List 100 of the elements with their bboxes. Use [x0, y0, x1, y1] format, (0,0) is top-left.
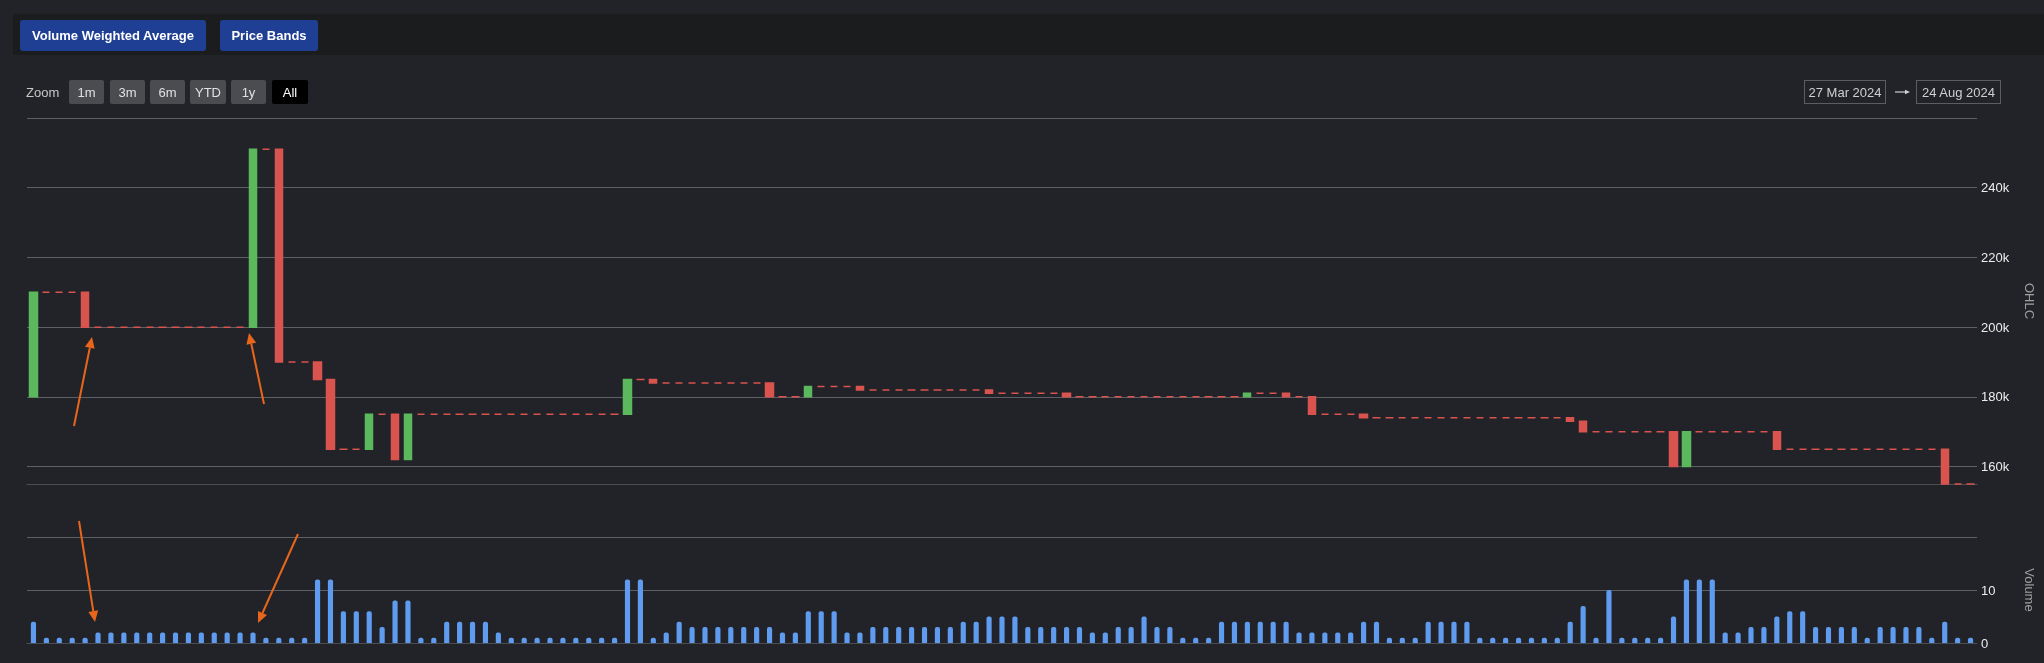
bar: [960, 621, 966, 643]
bar: [1283, 621, 1289, 643]
candlestick: [403, 413, 413, 461]
candlestick: [364, 413, 374, 450]
candlestick: [1242, 392, 1252, 398]
bar: [637, 579, 643, 643]
bar: [999, 616, 1005, 643]
bar: [1167, 627, 1173, 643]
candlestick: [648, 378, 658, 384]
bar: [1464, 621, 1470, 643]
candlestick: [312, 361, 323, 381]
bar: [986, 616, 992, 643]
bar: [1606, 590, 1612, 643]
candlestick: [325, 378, 336, 450]
candlestick: [390, 413, 400, 461]
bar: [689, 627, 695, 643]
bar: [818, 611, 824, 643]
y-axis-title: OHLC: [2022, 282, 2037, 320]
bar: [1218, 621, 1225, 643]
bar: [482, 621, 489, 643]
bar: [870, 627, 876, 643]
bar: [366, 611, 372, 643]
y-tick-label: 180k: [1981, 389, 2010, 405]
candlestick: [248, 148, 258, 328]
bar: [1838, 627, 1844, 643]
candlestick: [80, 291, 90, 328]
bar: [1696, 579, 1702, 643]
bar: [921, 627, 928, 643]
candlestick: [855, 385, 865, 391]
bar: [1051, 627, 1057, 643]
bar: [1141, 616, 1147, 643]
bar: [1438, 621, 1444, 643]
candlestick: [274, 148, 284, 363]
bar: [896, 627, 902, 643]
candlestick: [1565, 417, 1575, 423]
bar: [1154, 627, 1160, 643]
bar: [340, 611, 346, 643]
text: Zoom: [26, 83, 61, 102]
zoom-button: All: [272, 80, 308, 104]
bar: [353, 611, 359, 643]
y-tick-label: 160k: [1981, 459, 2010, 475]
bar: [1916, 627, 1922, 643]
bar: [1787, 611, 1793, 643]
y-tick-label: 10: [1981, 582, 1996, 598]
bar: [1800, 611, 1806, 643]
bar: [1812, 627, 1819, 643]
candlestick: [622, 378, 633, 416]
bar: [1825, 627, 1832, 643]
candlestick: [1281, 392, 1291, 398]
bar: [1451, 621, 1457, 643]
bar: [392, 600, 398, 643]
date-field: 24 Aug 2024: [1916, 80, 2001, 104]
bar: [327, 579, 334, 643]
bar: [624, 579, 631, 643]
date-field: 27 Mar 2024: [1804, 80, 1886, 104]
bar: [1076, 627, 1083, 643]
bar: [30, 621, 37, 643]
bar: [469, 621, 476, 643]
candlestick: [1358, 413, 1369, 419]
bar: [1890, 627, 1896, 643]
bar: [1670, 616, 1677, 643]
zoom-button: 1y: [231, 80, 266, 104]
bar: [1748, 627, 1754, 643]
bar: [702, 627, 708, 643]
bar: [1231, 621, 1238, 643]
bar: [1580, 605, 1586, 643]
bar: [444, 621, 450, 643]
bar: [314, 579, 321, 643]
bar: [741, 627, 747, 643]
zoom-button: 3m: [110, 80, 145, 104]
bar: [1851, 627, 1857, 643]
candlestick: [1681, 430, 1692, 468]
bar: [1373, 621, 1380, 643]
y-tick-label: 0: [1981, 635, 1989, 651]
bar: [766, 627, 773, 643]
bar: [1244, 621, 1250, 643]
zoom-button: 1m: [69, 80, 104, 104]
bar: [1774, 616, 1780, 643]
bar: [1903, 627, 1909, 643]
zoom-button: YTD: [190, 80, 226, 104]
y-tick-label: 200k: [1981, 319, 2010, 335]
candlestick: [984, 389, 994, 395]
bar: [1942, 621, 1948, 643]
bar: [754, 627, 760, 643]
bar: [1115, 627, 1121, 643]
candlestick: [1307, 396, 1317, 416]
bar: [715, 627, 721, 643]
bar: [1012, 616, 1018, 643]
candlestick: [1772, 430, 1782, 450]
bar: [909, 627, 915, 643]
candlestick: [1668, 430, 1679, 468]
bar: [831, 611, 837, 643]
candlestick: [803, 385, 813, 398]
bar: [973, 621, 979, 643]
bar: [379, 627, 385, 643]
bar: [1257, 621, 1263, 643]
bar: [1128, 627, 1134, 643]
candlestick: [1940, 448, 1950, 485]
bar: [934, 627, 941, 643]
bar: [1063, 627, 1070, 643]
